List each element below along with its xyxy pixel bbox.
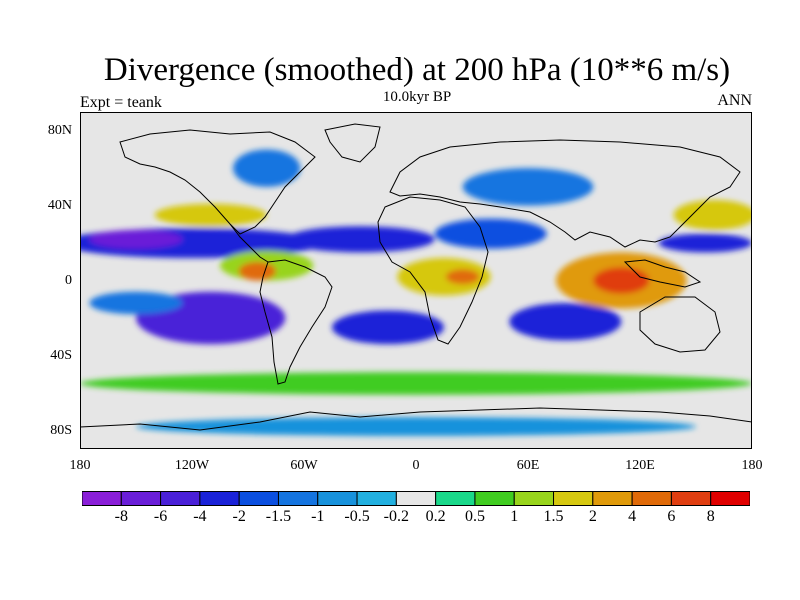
colorbar-label-5: -1 — [311, 508, 325, 525]
colorbar-box-14 — [631, 491, 672, 506]
season-label: ANN — [717, 92, 752, 109]
field-blob-1 — [89, 229, 183, 249]
colorbar-label-0: -8 — [114, 508, 128, 525]
colorbar-box-13 — [592, 491, 633, 506]
chart-subtitle: 10.0kyr BP — [382, 89, 452, 105]
field-blob-12 — [238, 261, 276, 281]
field-blob-2 — [285, 226, 435, 253]
field-blob-3 — [434, 218, 547, 249]
y-tick-label-80n: 80N — [47, 123, 72, 138]
colorbar-box-1 — [120, 491, 162, 506]
field-blob-16 — [593, 267, 650, 294]
colorbar-label-7: -0.2 — [383, 508, 410, 525]
colorbar-label-11: 1.5 — [543, 508, 564, 525]
colorbar-box-4 — [238, 491, 279, 506]
coastline-central-america — [229, 223, 269, 263]
colorbar-box-7 — [356, 491, 397, 506]
colorbar-box-16 — [710, 491, 750, 506]
coastline-antarctica — [80, 407, 752, 431]
colorbar-box-3 — [199, 491, 240, 506]
x-tick-label-180w: 180 — [69, 458, 91, 473]
field-blob-8 — [332, 310, 444, 345]
map-border — [80, 112, 752, 449]
y-tick-label-0: 0 — [65, 273, 72, 288]
field-blob-14 — [445, 269, 480, 285]
colorbar-label-15: 8 — [706, 508, 715, 525]
divergence-map — [80, 112, 752, 449]
x-tick-label-120e: 120E — [625, 458, 655, 473]
colorbar-label-2: -4 — [193, 508, 207, 525]
divergence-field — [80, 149, 752, 436]
field-blob-19 — [80, 372, 752, 395]
field-blob-18 — [154, 203, 267, 227]
colorbar-box-0 — [82, 491, 122, 506]
y-tick-label-40n: 40N — [47, 198, 72, 213]
map-canvas — [80, 112, 752, 449]
colorbar-label-14: 6 — [667, 508, 676, 525]
x-tick-label-120w: 120W — [174, 458, 210, 473]
x-tick-label-0: 0 — [412, 458, 420, 473]
coastline-eurasia — [389, 139, 741, 248]
field-blob-6 — [233, 149, 301, 187]
colorbar-box-6 — [317, 491, 358, 506]
coastline-south-america — [259, 259, 333, 385]
colorbar-label-10: 1 — [510, 508, 519, 525]
y-tick-label-40s: 40S — [50, 348, 72, 363]
x-tick-label-180e: 180 — [741, 458, 763, 473]
colorbar — [82, 491, 750, 506]
colorbar-label-13: 4 — [628, 508, 637, 525]
field-blob-9 — [509, 302, 622, 341]
colorbar-box-8 — [395, 491, 437, 506]
colorbar-box-2 — [160, 491, 201, 506]
coastline-greenland — [324, 123, 381, 163]
coastlines — [80, 123, 752, 431]
coastline-australia — [639, 296, 721, 353]
colorbar-label-8: 0.2 — [425, 508, 446, 525]
field-blob-4 — [658, 233, 752, 253]
experiment-label: Expt = teank — [80, 94, 162, 111]
colorbar-label-6: -0.5 — [344, 508, 370, 525]
colorbar-box-12 — [553, 491, 594, 506]
colorbar-label-12: 2 — [588, 508, 597, 525]
colorbar-box-9 — [435, 491, 476, 506]
colorbar-box-10 — [474, 491, 515, 506]
y-tick-label-80s: 80S — [50, 423, 72, 438]
colorbar-label-1: -6 — [153, 508, 168, 525]
colorbar-label-9: 0.5 — [464, 508, 485, 525]
coastline-north-america — [119, 129, 316, 235]
coastline-maritime-continent — [623, 259, 702, 288]
colorbar-box-15 — [670, 491, 712, 506]
field-blob-20 — [136, 417, 696, 436]
colorbar-box-5 — [277, 491, 319, 506]
chart-title: Divergence (smoothed) at 200 hPa (10**6 … — [103, 52, 731, 88]
colorbar-label-3: -2 — [232, 508, 246, 525]
field-blob-17 — [673, 199, 752, 230]
colorbar-label-4: -1.5 — [265, 508, 292, 525]
x-tick-label-60w: 60W — [290, 458, 318, 473]
coastline-africa — [377, 196, 489, 345]
x-tick-label-60e: 60E — [516, 458, 540, 473]
colorbar-box-11 — [513, 491, 555, 506]
field-blob-5 — [462, 168, 594, 206]
field-blob-10 — [89, 291, 183, 315]
